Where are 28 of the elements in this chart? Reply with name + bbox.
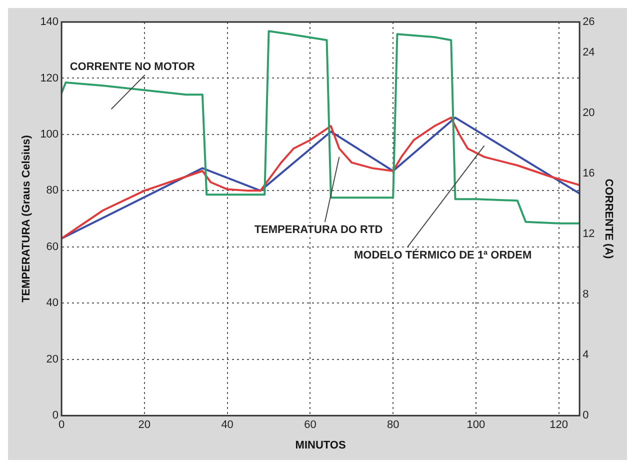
y-tick-label: 80 [46,184,59,197]
y2-tick-label: 20 [582,106,595,119]
y-tick-label: 100 [40,128,59,140]
y-tick-label: 20 [46,353,59,366]
y-axis-title: TEMPERATURA (Graus Celsius) [20,134,33,303]
y2-tick-label: 8 [582,288,589,301]
y-tick-label: 120 [40,72,59,84]
y2-tick-label: 0 [582,410,589,422]
annotation: TEMPERATURA DO RTD [254,224,383,236]
x-tick-label: 60 [304,419,316,432]
x-axis-title: MINUTOS [295,439,346,452]
y2-axis-title: CORRENTE (A) [602,178,614,260]
x-tick-label: 20 [138,419,151,432]
y-tick-label: 140 [40,16,59,28]
y-tick-label: 60 [46,240,59,253]
x-tick-label: 120 [550,419,568,432]
y2-tick-label: 12 [582,228,595,240]
y2-tick-label: 4 [582,349,589,362]
y2-tick-label: 24 [582,46,595,58]
y2-tick-label: 16 [582,167,595,180]
y-tick-label: 0 [52,410,59,422]
x-tick-label: 40 [221,419,234,432]
x-tick-label: 100 [466,419,486,432]
y-tick-label: 40 [46,297,59,310]
x-tick-label: 80 [386,419,400,432]
annotation: MODELO TÉRMICO DE 1ª ORDEM [354,248,532,262]
annotation: CORRENTE NO MOTOR [70,61,195,74]
y2-tick-label: 26 [582,16,595,28]
